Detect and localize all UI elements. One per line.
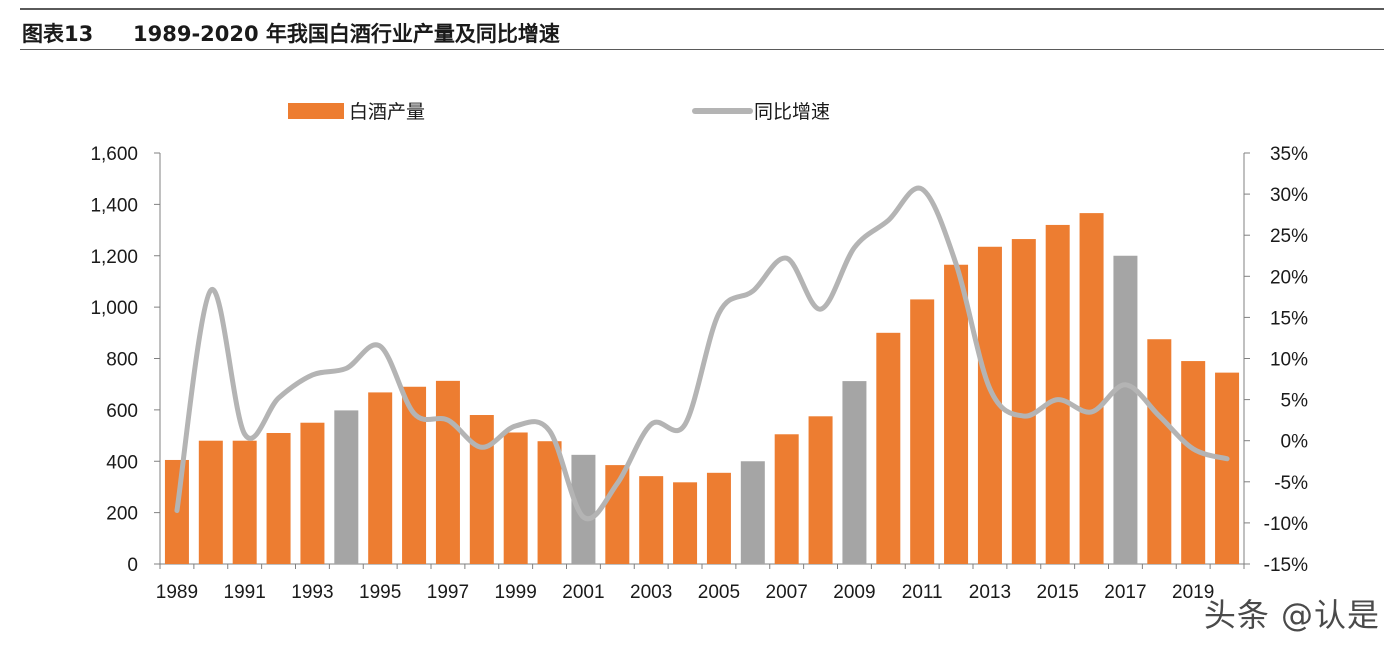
figure-title: 1989-2020 年我国白酒行业产量及同比增速 — [133, 22, 560, 46]
bar — [503, 432, 528, 564]
bar — [910, 299, 935, 564]
legend-bar-label: 白酒产量 — [349, 101, 425, 123]
right-tick-label: 5% — [1281, 391, 1309, 412]
bar-highlight — [740, 461, 765, 564]
bar — [1147, 339, 1172, 564]
bar — [944, 264, 969, 564]
x-tick-label: 2009 — [833, 582, 875, 603]
x-tick-label: 2011 — [902, 582, 943, 603]
left-tick-label: 800 — [106, 350, 138, 371]
bar — [1181, 361, 1206, 564]
left-tick-label: 1,400 — [90, 195, 138, 216]
x-tick-label: 1995 — [359, 582, 401, 603]
bar — [639, 476, 664, 564]
left-tick-label: 1,000 — [90, 298, 138, 319]
bar — [673, 482, 698, 564]
legend-line-label: 同比增速 — [754, 101, 830, 123]
left-tick-label: 400 — [106, 452, 138, 473]
figure-label: 图表13 — [22, 22, 94, 46]
x-tick-label: 2015 — [1037, 582, 1079, 603]
x-tick-label: 2001 — [562, 582, 604, 603]
bar — [1045, 224, 1070, 565]
header-bottom-rule — [20, 49, 1384, 50]
bar — [469, 415, 494, 564]
bar — [537, 441, 562, 564]
bar — [300, 422, 325, 564]
line-series — [174, 185, 1230, 522]
header-top-rule — [20, 8, 1384, 10]
watermark-text: 头条 @认是 — [1203, 596, 1380, 634]
right-tick-label: 35% — [1270, 144, 1308, 165]
right-tick-label: 15% — [1270, 308, 1308, 329]
tick-labels: 0 200 400 600 800 1,000 1,200 1,400 1,600 -15% -10… — [90, 144, 1308, 603]
x-tick-label: 2019 — [1172, 582, 1214, 603]
right-tick-label: 10% — [1270, 350, 1308, 371]
bar-series — [164, 213, 1240, 565]
left-tick-label: 0 — [127, 555, 138, 576]
bar-highlight — [1113, 255, 1138, 564]
left-tick-label: 1,600 — [90, 144, 138, 165]
figure-header: 图表13 1989-2020 年我国白酒行业产量及同比增速 — [0, 0, 1398, 50]
bar — [232, 440, 257, 564]
bar — [266, 432, 291, 564]
bar — [774, 434, 799, 564]
x-tick-label: 1989 — [156, 582, 198, 603]
right-tick-label: 25% — [1270, 226, 1308, 247]
x-tick-label: 2003 — [630, 582, 672, 603]
right-tick-label: -15% — [1264, 555, 1308, 576]
left-tick-label: 200 — [106, 504, 138, 525]
bar — [1011, 239, 1036, 564]
x-tick-label: 1999 — [495, 582, 537, 603]
right-tick-label: -5% — [1274, 473, 1308, 494]
bar — [1215, 372, 1240, 564]
bar — [198, 440, 223, 564]
right-tick-label: 30% — [1270, 185, 1308, 206]
bar — [1079, 213, 1104, 564]
right-tick-label: 20% — [1270, 267, 1308, 288]
bar — [706, 472, 731, 564]
bar — [435, 380, 460, 564]
chart-legend: 白酒产量 同比增速 — [288, 101, 830, 123]
bar-highlight — [571, 454, 596, 564]
x-tick-label: 1991 — [224, 582, 266, 603]
legend-bar-swatch — [288, 103, 344, 119]
right-tick-label: 0% — [1281, 432, 1309, 453]
bar — [368, 392, 393, 564]
bar — [876, 332, 901, 564]
bar — [808, 416, 833, 564]
left-tick-label: 600 — [106, 401, 138, 422]
x-tick-label: 1997 — [427, 582, 469, 603]
x-tick-label: 2005 — [698, 582, 740, 603]
x-tick-label: 2017 — [1104, 582, 1146, 603]
left-tick-label: 1,200 — [90, 247, 138, 268]
right-tick-label: -10% — [1264, 514, 1308, 535]
x-tick-label: 2007 — [766, 582, 808, 603]
x-tick-label: 1993 — [291, 582, 333, 603]
bar-highlight — [842, 381, 867, 564]
bar-highlight — [334, 410, 359, 564]
x-tick-label: 2013 — [969, 582, 1011, 603]
